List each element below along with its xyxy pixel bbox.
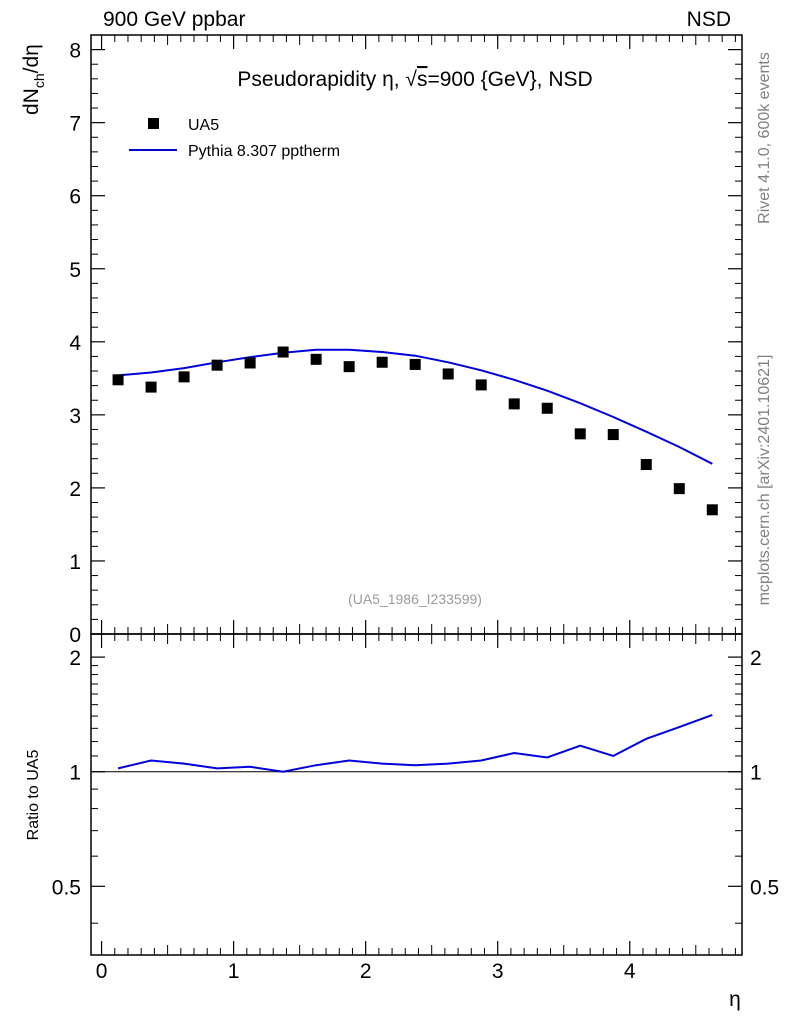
ua5-data-point: [211, 359, 223, 371]
title-eta-symbol: η: [382, 68, 394, 91]
x-tick-label: 1: [228, 960, 240, 983]
ratio-y-tick-label: 1: [69, 762, 81, 785]
main-plot-title: Pseudorapidity η, √s=900 {GeV}, NSD: [237, 68, 592, 91]
ratio-y-tick-label-right: 0.5: [750, 876, 779, 899]
legend-label-ua5: UA5: [188, 117, 219, 134]
x-tick-label: 0: [96, 960, 108, 983]
pythia-ratio-curve: [117, 713, 713, 773]
ratio-y-tick-label: 0.5: [52, 876, 81, 899]
ua5-data-point: [310, 353, 322, 365]
ratio-y-tick-label-right: 2: [750, 647, 762, 670]
main-y-tick-label: 5: [69, 259, 81, 282]
y-title-sub: ch: [31, 73, 47, 88]
legend-label-pythia: Pythia 8.307 pptherm: [188, 143, 340, 160]
ua5-data-point: [409, 358, 421, 370]
x-axis-title: η: [729, 988, 741, 1011]
ua5-data-point: [178, 371, 190, 383]
ua5-data-point: [640, 459, 652, 471]
ua5-data-point: [541, 402, 553, 414]
main-y-axis-title: dNch/dη: [20, 44, 47, 115]
header-process-label: 900 GeV ppbar: [103, 8, 246, 31]
ua5-data-point: [475, 379, 487, 391]
main-y-tick-label: 7: [69, 113, 81, 136]
x-tick-label: 3: [492, 960, 504, 983]
title-separator: , √: [394, 68, 418, 91]
ua5-data-point: [145, 381, 157, 393]
ua5-data-point: [607, 429, 619, 441]
ua5-data-point: [442, 368, 454, 380]
x-tick-labels: 0 1 2 3 4: [96, 960, 636, 983]
ua5-data-point: [112, 374, 124, 386]
main-y-tick-label: 3: [69, 405, 81, 428]
ua5-data-point: [343, 361, 355, 373]
main-y-tick-label: 4: [69, 332, 81, 355]
ua5-data-points: [112, 346, 718, 516]
analysis-watermark: (UA5_1986_I233599): [348, 591, 482, 607]
y-title-base: dN: [20, 88, 43, 115]
y-tick-labels: 0 1 2 3 4 5 6 7 8 0.5 0.5 1 1 2 2: [52, 40, 779, 900]
ratio-panel-frame: [90, 633, 743, 956]
ua5-data-point: [376, 356, 388, 368]
axis-ticks: [91, 34, 742, 955]
ratio-y-tick-label: 2: [69, 647, 81, 670]
title-sqrt-s: s: [417, 68, 428, 91]
y-title-tail: /dη: [20, 44, 43, 73]
ua5-data-point: [508, 398, 520, 410]
ratio-y-tick-label-right: 1: [750, 762, 762, 785]
main-y-tick-label: 2: [69, 478, 81, 501]
title-prefix: Pseudorapidity: [237, 68, 376, 91]
ua5-data-point: [706, 504, 718, 516]
main-y-tick-label: 0: [69, 624, 81, 647]
header-selection-label: NSD: [686, 8, 731, 31]
main-y-tick-label: 8: [69, 40, 81, 63]
main-y-tick-label: 6: [69, 186, 81, 209]
title-suffix: =900 {GeV}, NSD: [427, 68, 592, 91]
ua5-data-point: [574, 428, 586, 440]
ua5-data-point: [277, 346, 289, 358]
main-y-tick-label: 1: [69, 551, 81, 574]
ratio-y-axis-title: Ratio to UA5: [25, 750, 42, 841]
x-tick-label: 4: [624, 960, 636, 983]
x-tick-label: 2: [360, 960, 372, 983]
ua5-data-point: [673, 483, 685, 495]
ua5-data-point: [244, 357, 256, 369]
legend-marker-swatch: [148, 118, 159, 129]
